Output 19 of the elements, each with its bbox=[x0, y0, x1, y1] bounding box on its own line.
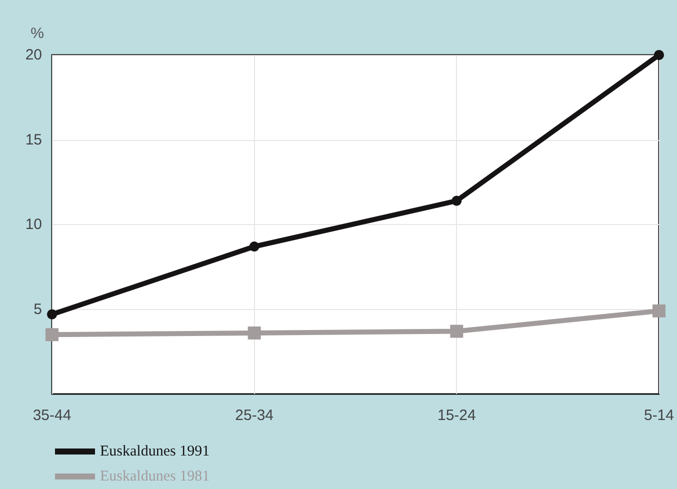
x-tick-label: 5-14 bbox=[644, 407, 674, 424]
x-tick-label: 35-44 bbox=[32, 407, 72, 424]
y-tick-label: 15 bbox=[25, 131, 42, 148]
point bbox=[47, 309, 57, 320]
point bbox=[46, 328, 58, 342]
legend-label: Euskaldunes 1991 bbox=[100, 444, 210, 460]
point bbox=[248, 326, 261, 340]
legend-label: Euskaldunes 1981 bbox=[100, 468, 210, 484]
y-tick-label: 10 bbox=[25, 216, 42, 233]
point bbox=[452, 196, 462, 206]
y-tick-label: 20 bbox=[25, 46, 42, 64]
y-tick-label: 5 bbox=[34, 300, 42, 318]
point bbox=[450, 324, 464, 338]
point bbox=[652, 304, 666, 318]
x-tick-label: 15-24 bbox=[437, 407, 476, 424]
point bbox=[654, 50, 664, 60]
y-axis-title: % bbox=[30, 25, 44, 42]
point bbox=[249, 242, 260, 252]
x-tick-label: 25-34 bbox=[235, 407, 274, 424]
